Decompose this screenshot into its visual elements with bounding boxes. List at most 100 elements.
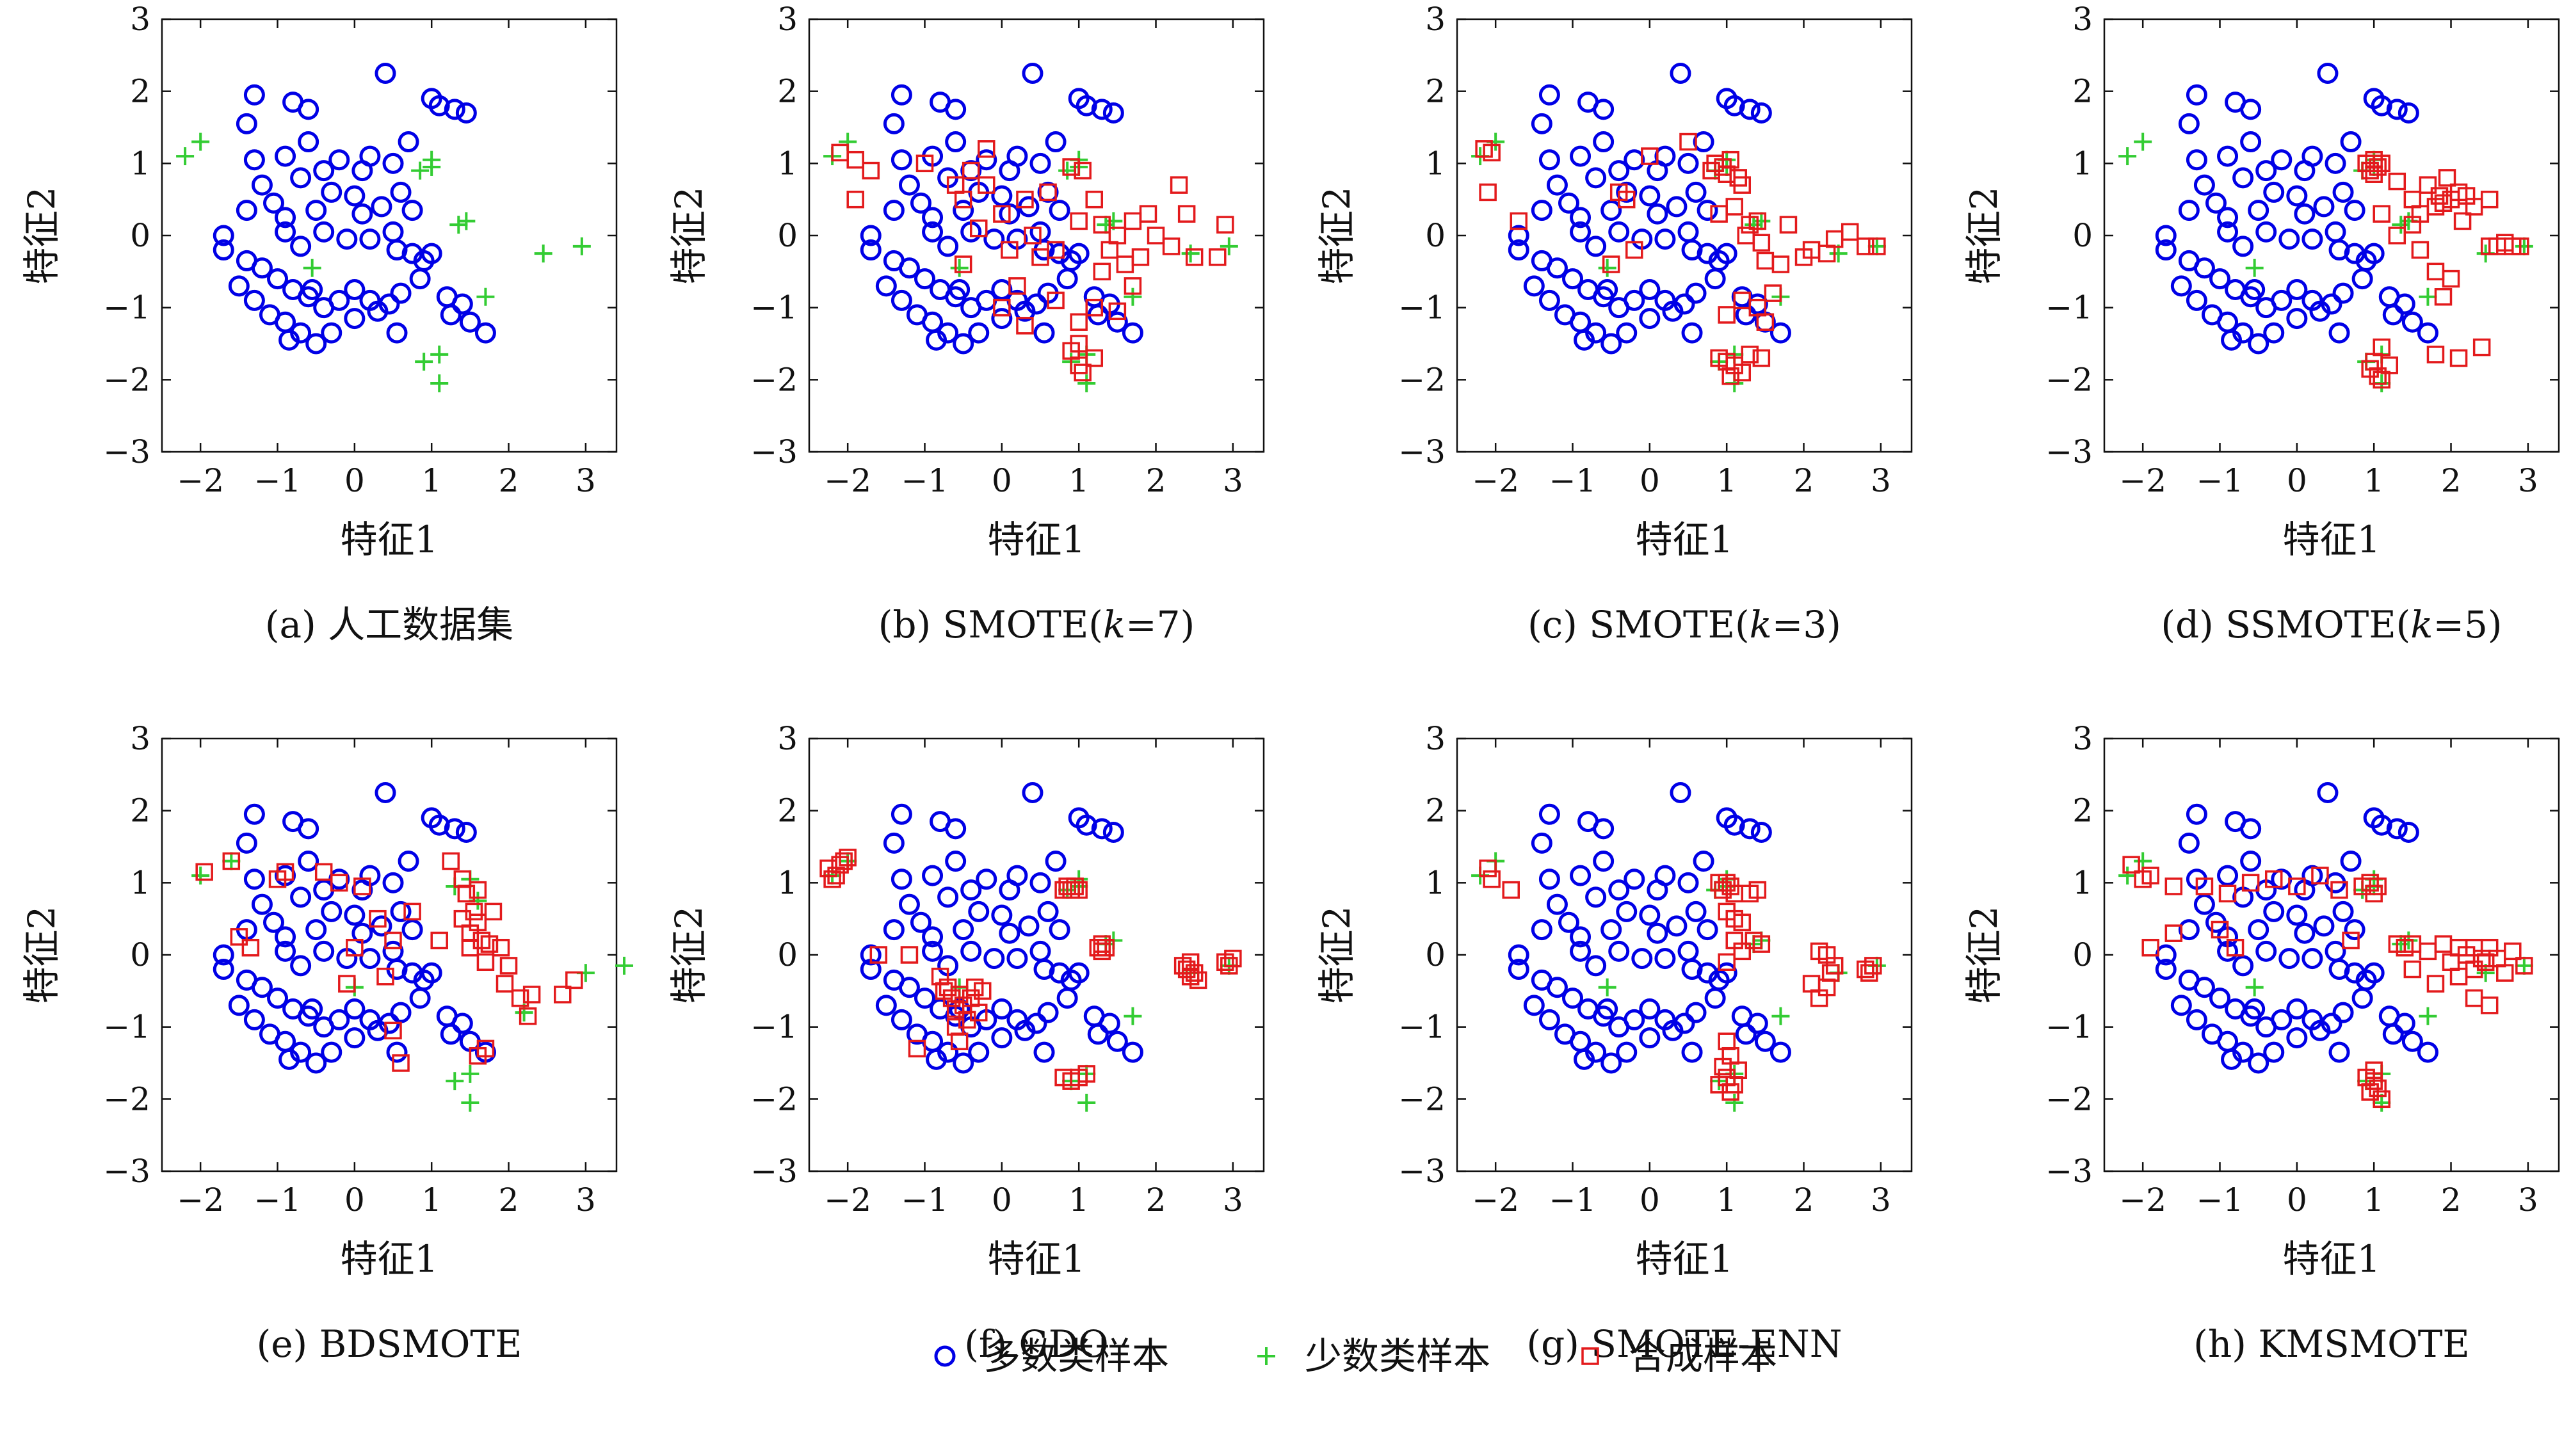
panel-caption: (c) SMOTE(k=3) xyxy=(1527,603,1841,646)
majority-point xyxy=(275,940,296,962)
x-axis-label: 特征1 xyxy=(341,1237,439,1281)
synthetic-point xyxy=(1617,190,1636,209)
y-tick-label: 0 xyxy=(130,936,150,973)
y-tick-label: −1 xyxy=(2045,1009,2093,1046)
synthetic-point xyxy=(1748,212,1767,230)
majority-point xyxy=(275,145,296,167)
majority-point xyxy=(1654,228,1676,250)
majority-point xyxy=(2205,192,2227,214)
majority-point xyxy=(2278,948,2300,970)
majority-point xyxy=(1106,1030,1128,1052)
majority-point xyxy=(2313,196,2335,218)
panel-caption: (e) BDSMOTE xyxy=(257,1322,522,1366)
synthetic-point xyxy=(1224,949,1242,968)
y-tick-label: 2 xyxy=(2072,73,2093,110)
scatter-panel-c: −2 −1 0 1 2 3 −3 −2 −1 0 1 2 3 特征1 特征2 (c) SMOTE(k=3) xyxy=(1315,1,1913,646)
synthetic-point xyxy=(839,849,857,867)
majority-point xyxy=(474,322,496,344)
majority-point xyxy=(1585,886,1607,908)
majority-point xyxy=(860,239,882,261)
synthetic-point xyxy=(1729,1061,1747,1080)
minority-point xyxy=(1598,259,1616,277)
majority-point xyxy=(1769,1041,1791,1063)
majority-point xyxy=(2317,63,2339,84)
y-tick-label: 0 xyxy=(777,217,798,254)
majority-point xyxy=(390,282,412,304)
y-tick-label: −1 xyxy=(750,1009,798,1046)
majority-point xyxy=(2394,293,2415,315)
majority-point xyxy=(382,872,404,893)
majority-point xyxy=(1546,977,1568,998)
x-tick-label: −1 xyxy=(254,462,302,499)
plot-frame xyxy=(1456,18,1913,453)
majority-point xyxy=(1538,149,1560,171)
majority-point xyxy=(2178,113,2200,134)
majority-point xyxy=(2382,304,2404,326)
panel-caption: (f) GDO xyxy=(964,1322,1109,1366)
majority-point xyxy=(1538,289,1560,311)
x-axis-label: 特征1 xyxy=(2283,518,2381,561)
majority-point xyxy=(1558,911,1579,933)
majority-point xyxy=(321,900,343,922)
majority-point xyxy=(1570,865,1592,886)
majority-point xyxy=(1508,225,1529,246)
plot-frame xyxy=(1456,737,1913,1172)
majority-point xyxy=(1677,221,1699,243)
majority-point xyxy=(1087,1023,1109,1045)
majority-point xyxy=(2271,149,2293,171)
majority-point xyxy=(1685,181,1707,203)
synthetic-point xyxy=(2388,172,2406,191)
synthetic-point xyxy=(900,946,919,964)
majority-point xyxy=(953,200,974,221)
synthetic-point xyxy=(2480,996,2499,1014)
majority-point xyxy=(1538,868,1560,890)
majority-point xyxy=(1045,851,1067,872)
majority-point xyxy=(1750,102,1772,124)
majority-point xyxy=(1122,1041,1143,1063)
minority-point xyxy=(2515,237,2533,255)
majority-point xyxy=(344,1027,366,1049)
majority-point xyxy=(1608,160,1630,182)
minority-point xyxy=(950,259,969,277)
y-tick-label: 2 xyxy=(130,73,150,110)
majority-point xyxy=(1049,200,1070,221)
majority-point xyxy=(1570,926,1592,948)
majority-point xyxy=(213,944,234,966)
majority-point xyxy=(2244,279,2266,300)
synthetic-point xyxy=(1181,953,1200,972)
majority-point xyxy=(1102,821,1124,843)
synthetic-point xyxy=(862,161,880,180)
synthetic-point xyxy=(1718,953,1736,972)
synthetic-point xyxy=(2141,938,2159,957)
majority-point xyxy=(2417,1041,2438,1063)
y-tick-label: −3 xyxy=(2045,1153,2093,1190)
y-axis-label: 特征2 xyxy=(1962,906,2006,1004)
x-tick-label: 0 xyxy=(344,462,365,499)
synthetic-point xyxy=(241,938,260,957)
legend-label: 合成样本 xyxy=(1629,1334,1777,1378)
majority-point xyxy=(275,207,296,228)
majority-point xyxy=(968,1041,990,1063)
legend-label: 少数类样本 xyxy=(1305,1334,1490,1378)
y-tick-label: −3 xyxy=(1398,433,1446,470)
majority-point xyxy=(922,865,944,886)
majority-point xyxy=(922,221,944,243)
synthetic-point xyxy=(1721,150,1739,169)
majority-point xyxy=(2325,940,2346,962)
scatter-panel-a: −2 −1 0 1 2 3 −3 −2 −1 0 1 2 3 特征1 特征2 (a) 人工数据集 xyxy=(20,1,618,646)
series-majority xyxy=(1508,63,1791,355)
plot-frame xyxy=(2103,18,2560,453)
majority-point xyxy=(1056,268,1078,290)
majority-point xyxy=(1531,832,1552,854)
minority-point xyxy=(303,259,321,277)
synthetic-point xyxy=(1016,190,1034,209)
x-tick-label: −2 xyxy=(824,1181,871,1219)
x-tick-label: 0 xyxy=(1640,462,1660,499)
majority-point xyxy=(891,868,912,890)
majority-point xyxy=(1666,196,1688,218)
x-tick-label: −2 xyxy=(177,1181,224,1219)
majority-point xyxy=(949,279,971,300)
majority-point xyxy=(991,279,1013,300)
majority-point xyxy=(1597,998,1618,1020)
synthetic-point xyxy=(1841,223,1859,241)
